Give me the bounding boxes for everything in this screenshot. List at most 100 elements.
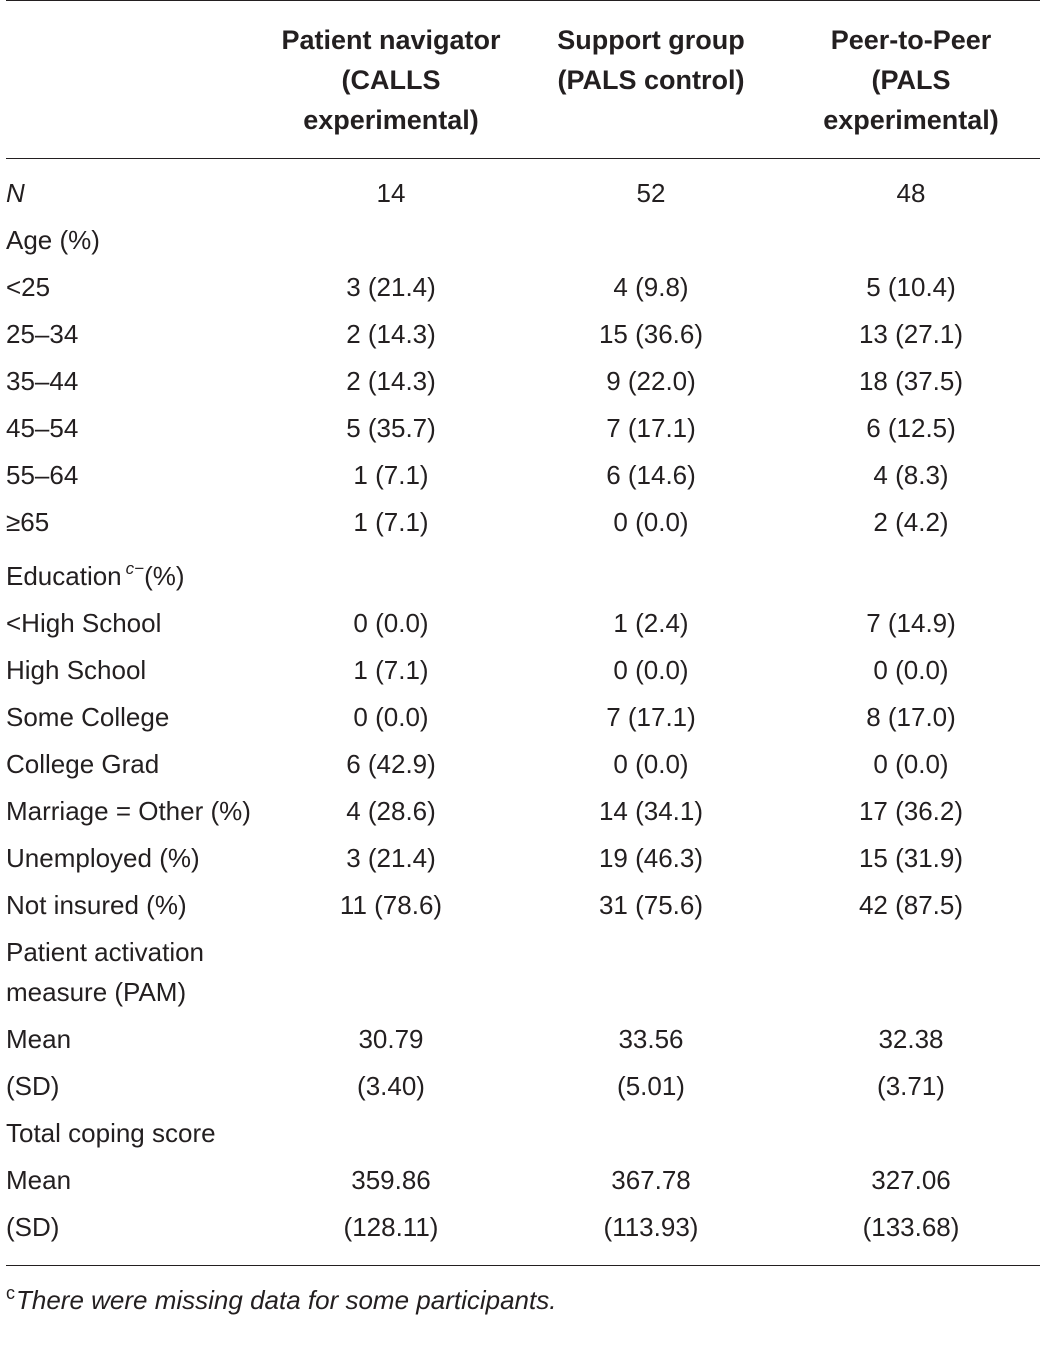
table-row: Education c−(%) — [6, 546, 1040, 600]
table-row: (SD) (128.11) (113.93) (133.68) — [6, 1204, 1040, 1251]
header-peer-to-peer: Peer-to-Peer (PALS experimental) — [823, 25, 999, 135]
row-label-text: 25–34 — [6, 319, 79, 349]
table-row: 55–64 1 (7.1) 6 (14.6) 4 (8.3) — [6, 452, 1040, 499]
cell-peer-to-peer — [782, 546, 1040, 600]
row-label: Age (%) — [6, 217, 262, 264]
table-row: Some College 0 (0.0) 7 (17.1) 8 (17.0) — [6, 694, 1040, 741]
cell-peer-to-peer — [782, 217, 1040, 264]
header-row: Patient navigator (CALLS experimental) S… — [6, 0, 1040, 158]
footnote-ref: c− — [125, 559, 145, 578]
cell-patient-navigator: (128.11) — [343, 1212, 439, 1242]
cell-support-group — [520, 929, 782, 1016]
cell-peer-to-peer: 17 (36.2) — [858, 796, 964, 826]
footnote: cThere were missing data for some partic… — [6, 1274, 1040, 1319]
header-support-group: Support group (PALS control) — [557, 25, 745, 95]
bottom-rule — [6, 1264, 1040, 1266]
cell-support-group: 7 (17.1) — [606, 413, 696, 443]
cell-patient-navigator: 30.79 — [358, 1024, 424, 1054]
table-row: <25 3 (21.4) 4 (9.8) 5 (10.4) — [6, 264, 1040, 311]
cell-peer-to-peer: 7 (14.9) — [866, 608, 956, 638]
row-label-text: Not insured (%) — [6, 890, 187, 920]
cell-support-group: 52 — [636, 178, 666, 208]
cell-support-group: 15 (36.6) — [598, 319, 704, 349]
row-label-text: High School — [6, 655, 147, 685]
row-label-text: 35–44 — [6, 366, 79, 396]
row-label-text: Marriage = Other (%) — [6, 796, 251, 826]
cell-support-group: 1 (2.4) — [613, 608, 689, 638]
row-label: <25 — [6, 264, 262, 311]
table-row: College Grad 6 (42.9) 0 (0.0) 0 (0.0) — [6, 741, 1040, 788]
cell-support-group — [520, 1110, 782, 1157]
cell-peer-to-peer: 48 — [896, 178, 926, 208]
row-label-text: Total coping score — [6, 1118, 216, 1148]
table-row: 25–34 2 (14.3) 15 (36.6) 13 (27.1) — [6, 311, 1040, 358]
cell-patient-navigator — [262, 1110, 520, 1157]
cell-peer-to-peer: 32.38 — [878, 1024, 944, 1054]
row-label: Unemployed (%) — [6, 835, 262, 882]
header-patient-navigator: Patient navigator (CALLS experimental) — [281, 25, 501, 135]
row-label-text: 55–64 — [6, 460, 79, 490]
row-label: N — [6, 159, 262, 217]
cell-support-group: 0 (0.0) — [613, 749, 689, 779]
cell-patient-navigator: 3 (21.4) — [346, 843, 436, 873]
cell-support-group: 14 (34.1) — [598, 796, 704, 826]
cell-peer-to-peer: (133.68) — [862, 1212, 960, 1242]
row-label-text: <High School — [6, 608, 162, 638]
cell-support-group: 33.56 — [618, 1024, 684, 1054]
cell-patient-navigator: 0 (0.0) — [353, 702, 429, 732]
cell-peer-to-peer: 6 (12.5) — [866, 413, 956, 443]
cell-patient-navigator: 2 (14.3) — [346, 319, 436, 349]
cell-peer-to-peer: 0 (0.0) — [873, 655, 949, 685]
cell-peer-to-peer: 327.06 — [871, 1165, 951, 1195]
cell-peer-to-peer: 18 (37.5) — [858, 366, 964, 396]
row-label: Mean — [6, 1157, 262, 1204]
table-row: Unemployed (%) 3 (21.4) 19 (46.3) 15 (31.9) — [6, 835, 1040, 882]
cell-patient-navigator: 1 (7.1) — [353, 655, 429, 685]
table-row: Not insured (%) 11 (78.6) 31 (75.6) 42 (87.… — [6, 882, 1040, 929]
row-label-text: Patient activation measure (PAM) — [6, 937, 205, 1007]
table-row: Patient activation measure (PAM) — [6, 929, 1040, 1016]
row-label-text: <25 — [6, 272, 51, 302]
cell-support-group: 6 (14.6) — [606, 460, 696, 490]
table-row: (SD) (3.40) (5.01) (3.71) — [6, 1063, 1040, 1110]
header-blank — [6, 0, 262, 158]
cell-support-group: 7 (17.1) — [606, 702, 696, 732]
row-label: Marriage = Other (%) — [6, 788, 262, 835]
row-label-text: Education — [6, 561, 122, 591]
row-label-text: Some College — [6, 702, 170, 732]
row-label-text: Mean — [6, 1165, 72, 1195]
header-rule — [6, 158, 1040, 159]
cell-patient-navigator — [262, 929, 520, 1016]
cell-patient-navigator — [262, 217, 520, 264]
row-label: Patient activation measure (PAM) — [6, 929, 262, 1016]
row-label-suffix: (%) — [144, 561, 185, 591]
cell-patient-navigator: 6 (42.9) — [346, 749, 436, 779]
cell-support-group: 31 (75.6) — [598, 890, 704, 920]
table-row: High School 1 (7.1) 0 (0.0) 0 (0.0) — [6, 647, 1040, 694]
cell-support-group: 9 (22.0) — [606, 366, 696, 396]
cell-peer-to-peer: 8 (17.0) — [866, 702, 956, 732]
cell-peer-to-peer: 15 (31.9) — [858, 843, 964, 873]
cell-support-group — [520, 546, 782, 600]
cell-peer-to-peer: 0 (0.0) — [873, 749, 949, 779]
row-label-text: Mean — [6, 1024, 72, 1054]
row-label: Education c−(%) — [6, 546, 262, 600]
table-row: 45–54 5 (35.7) 7 (17.1) 6 (12.5) — [6, 405, 1040, 452]
row-label-text: Unemployed (%) — [6, 843, 200, 873]
table-row: Mean 30.79 33.56 32.38 — [6, 1016, 1040, 1063]
row-label: (SD) — [6, 1204, 262, 1251]
table-body: N 14 52 48 Age (%) <25 3 (21.4) 4 (9.8) 5 (10.4)… — [6, 159, 1040, 1251]
cell-support-group: 19 (46.3) — [598, 843, 704, 873]
cell-support-group: (5.01) — [617, 1071, 685, 1101]
row-label: College Grad — [6, 741, 262, 788]
cell-patient-navigator: 14 — [376, 178, 406, 208]
cell-patient-navigator: 11 (78.6) — [339, 890, 443, 920]
footnote-text: There were missing data for some partici… — [16, 1284, 557, 1315]
cell-support-group: 0 (0.0) — [613, 507, 689, 537]
cell-patient-navigator: 1 (7.1) — [353, 507, 429, 537]
row-label: Mean — [6, 1016, 262, 1063]
table-row: Marriage = Other (%) 4 (28.6) 14 (34.1) 17 … — [6, 788, 1040, 835]
cell-peer-to-peer: 2 (4.2) — [873, 507, 949, 537]
cell-peer-to-peer: 42 (87.5) — [858, 890, 964, 920]
row-label: ≥65 — [6, 499, 262, 546]
